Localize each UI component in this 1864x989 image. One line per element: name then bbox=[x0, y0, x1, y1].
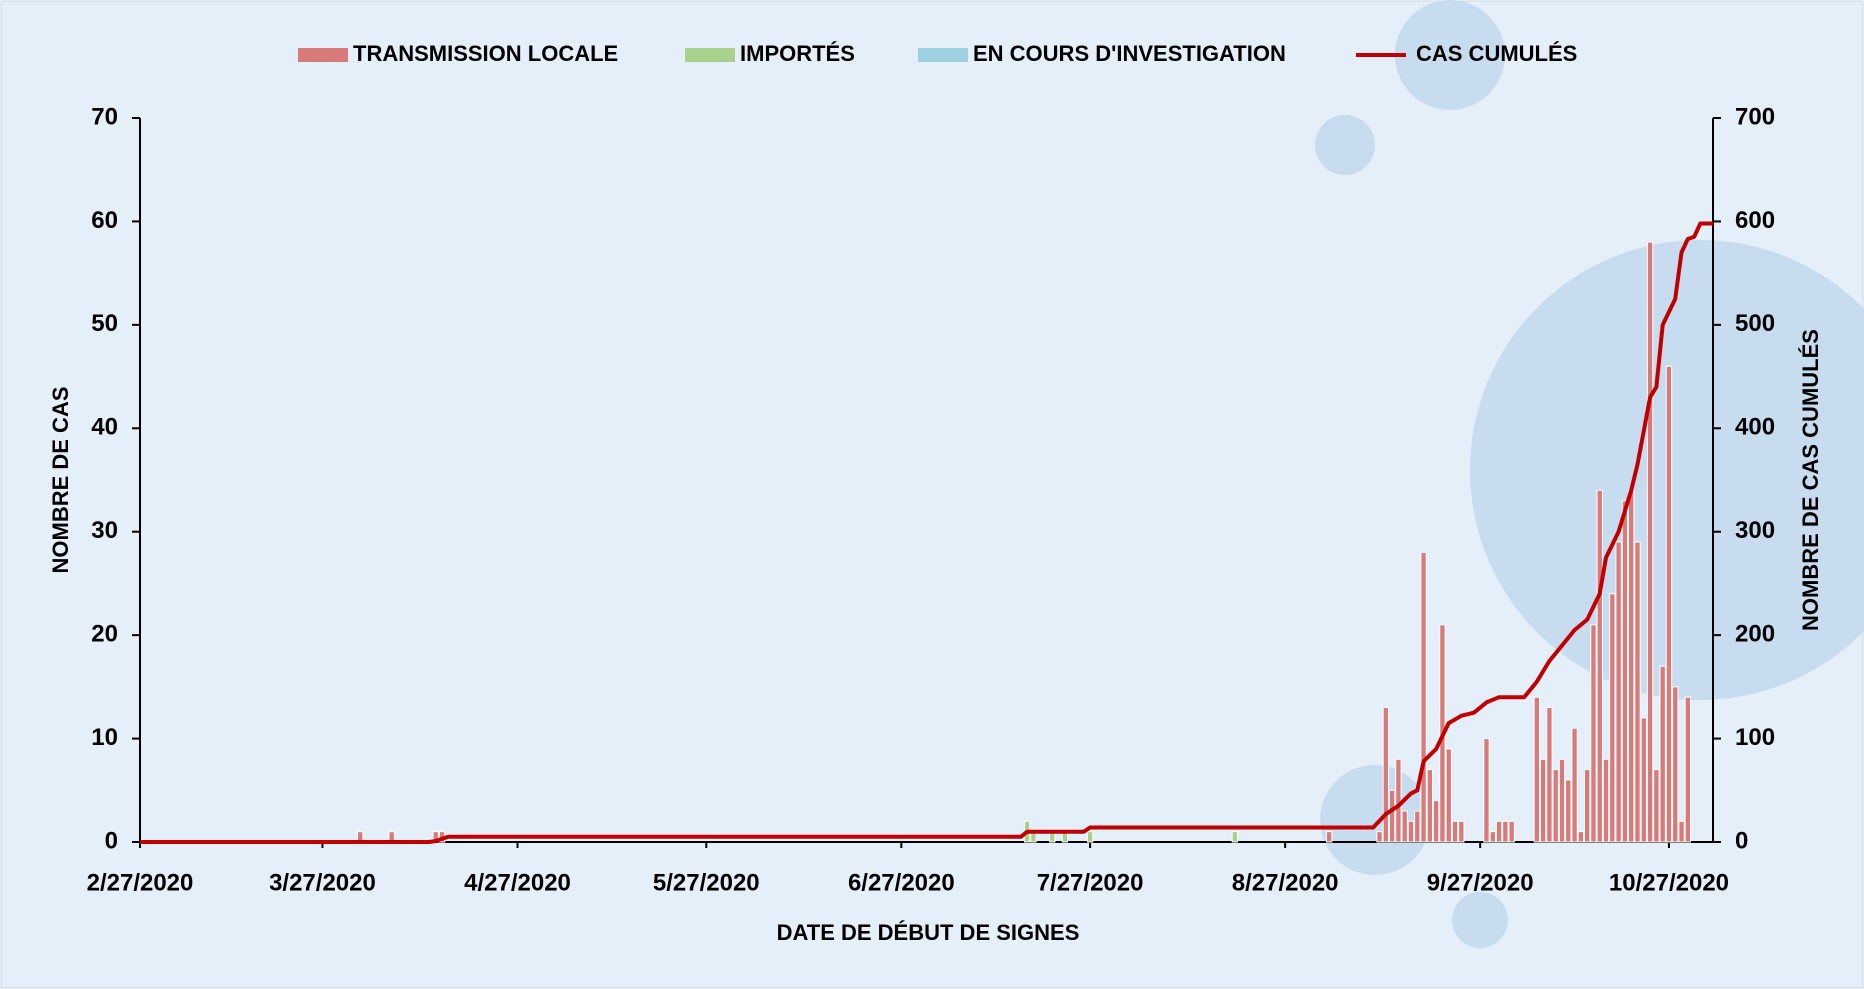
y-tick-label: 50 bbox=[91, 310, 118, 337]
y2-tick-label: 300 bbox=[1735, 517, 1775, 544]
bar bbox=[1610, 594, 1615, 842]
y-tick-label: 0 bbox=[105, 827, 118, 854]
legend-swatch bbox=[298, 48, 348, 62]
bar bbox=[1496, 821, 1501, 842]
bar bbox=[1584, 770, 1589, 842]
x-tick-label: 8/27/2020 bbox=[1232, 869, 1339, 896]
y2-tick-label: 700 bbox=[1735, 103, 1775, 130]
bar bbox=[1597, 490, 1602, 842]
y-axis-title: NOMBRE DE CAS bbox=[48, 386, 73, 573]
bar bbox=[1408, 821, 1413, 842]
bar bbox=[1377, 832, 1382, 842]
legend-label: EN COURS D'INVESTIGATION bbox=[973, 41, 1286, 66]
bar bbox=[1490, 832, 1495, 842]
x-tick-label: 10/27/2020 bbox=[1609, 869, 1729, 896]
bar bbox=[1540, 759, 1545, 842]
y2-tick-label: 500 bbox=[1735, 310, 1775, 337]
bar bbox=[1566, 780, 1571, 842]
bar bbox=[1641, 718, 1646, 842]
x-tick-label: 2/27/2020 bbox=[87, 869, 194, 896]
legend-swatch bbox=[918, 48, 968, 62]
bar bbox=[1327, 832, 1332, 842]
bar bbox=[1616, 542, 1621, 842]
bar bbox=[1635, 542, 1640, 842]
bar bbox=[1591, 625, 1596, 842]
legend-label: TRANSMISSION LOCALE bbox=[353, 41, 618, 66]
y-tick-label: 10 bbox=[91, 724, 118, 751]
bar bbox=[1383, 708, 1388, 842]
y2-axis-title: NOMBRE DE CAS CUMULÉS bbox=[1798, 329, 1823, 631]
bar bbox=[1452, 821, 1457, 842]
bar bbox=[1629, 490, 1634, 842]
bar bbox=[1459, 821, 1464, 842]
x-tick-label: 7/27/2020 bbox=[1037, 869, 1144, 896]
bar bbox=[1660, 666, 1665, 842]
y2-tick-label: 200 bbox=[1735, 620, 1775, 647]
y-tick-label: 20 bbox=[91, 620, 118, 647]
bar bbox=[1503, 821, 1508, 842]
bar bbox=[1578, 832, 1583, 842]
bar bbox=[1232, 832, 1237, 842]
bar bbox=[1679, 821, 1684, 842]
bar bbox=[1654, 770, 1659, 842]
bar bbox=[1572, 728, 1577, 842]
x-axis-title: DATE DE DÉBUT DE SIGNES bbox=[777, 920, 1080, 945]
bar bbox=[1622, 501, 1627, 842]
y2-tick-label: 100 bbox=[1735, 724, 1775, 751]
bar bbox=[1673, 687, 1678, 842]
legend-label: IMPORTÉS bbox=[740, 41, 855, 66]
bar bbox=[1685, 697, 1690, 842]
bar bbox=[1402, 811, 1407, 842]
bar bbox=[1553, 770, 1558, 842]
bar bbox=[1559, 759, 1564, 842]
chart: DATE DE DÉBUT DE SIGNES NOMBRE DE CAS NO… bbox=[0, 0, 1864, 989]
bar bbox=[1647, 242, 1652, 842]
y-tick-label: 40 bbox=[91, 414, 118, 441]
bar bbox=[1427, 770, 1432, 842]
bar bbox=[1396, 759, 1401, 842]
bar bbox=[1421, 552, 1426, 842]
legend-label: CAS CUMULÉS bbox=[1416, 41, 1577, 66]
bar bbox=[1666, 366, 1671, 842]
x-tick-label: 4/27/2020 bbox=[464, 869, 571, 896]
x-tick-label: 5/27/2020 bbox=[653, 869, 760, 896]
bar bbox=[1547, 708, 1552, 842]
y2-tick-label: 600 bbox=[1735, 207, 1775, 234]
y-tick-label: 60 bbox=[91, 207, 118, 234]
y-tick-label: 30 bbox=[91, 517, 118, 544]
x-tick-label: 3/27/2020 bbox=[269, 869, 376, 896]
x-tick-label: 6/27/2020 bbox=[848, 869, 955, 896]
bar bbox=[1415, 811, 1420, 842]
bar bbox=[1509, 821, 1514, 842]
y2-tick-label: 0 bbox=[1735, 827, 1748, 854]
bar bbox=[1484, 739, 1489, 842]
bar bbox=[1603, 759, 1608, 842]
bar bbox=[1087, 832, 1092, 842]
y-tick-label: 70 bbox=[91, 103, 118, 130]
bar bbox=[1446, 749, 1451, 842]
bar bbox=[1389, 790, 1394, 842]
bar bbox=[1534, 697, 1539, 842]
y2-tick-label: 400 bbox=[1735, 414, 1775, 441]
bar bbox=[1433, 801, 1438, 842]
legend-swatch bbox=[685, 48, 735, 62]
x-tick-label: 9/27/2020 bbox=[1427, 869, 1534, 896]
